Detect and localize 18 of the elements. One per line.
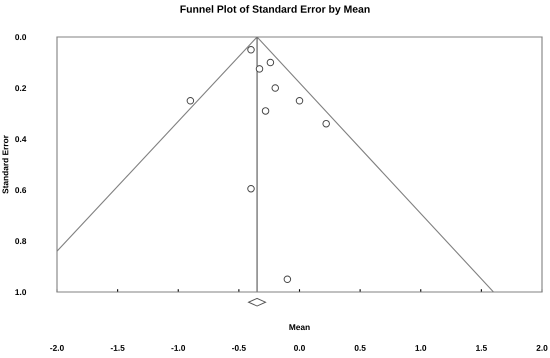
chart-title: Funnel Plot of Standard Error by Mean	[180, 5, 370, 15]
y-tick-label: 0.8	[15, 238, 26, 244]
x-tick-label: -1.5	[110, 345, 125, 351]
x-tick-label: 0.0	[294, 345, 305, 351]
y-axis-title: Standard Error	[2, 135, 8, 194]
x-tick-label: -1.0	[171, 345, 186, 351]
x-tick-label: 1.5	[476, 345, 487, 351]
y-tick-label: 0.4	[15, 136, 26, 142]
x-tick-label: 0.5	[354, 345, 366, 351]
x-tick-label: -0.5	[232, 345, 246, 351]
y-tick-label: 0.0	[15, 34, 26, 40]
y-tick-label: 0.6	[15, 187, 26, 194]
y-tick-label: 1.0	[15, 289, 26, 296]
x-tick-label: 2.0	[536, 345, 548, 351]
y-tick-label: 0.2	[15, 85, 26, 92]
x-axis-title: Mean	[289, 324, 310, 330]
x-tick-label: -2.0	[50, 345, 64, 351]
x-tick-label: 1.0	[415, 345, 426, 351]
